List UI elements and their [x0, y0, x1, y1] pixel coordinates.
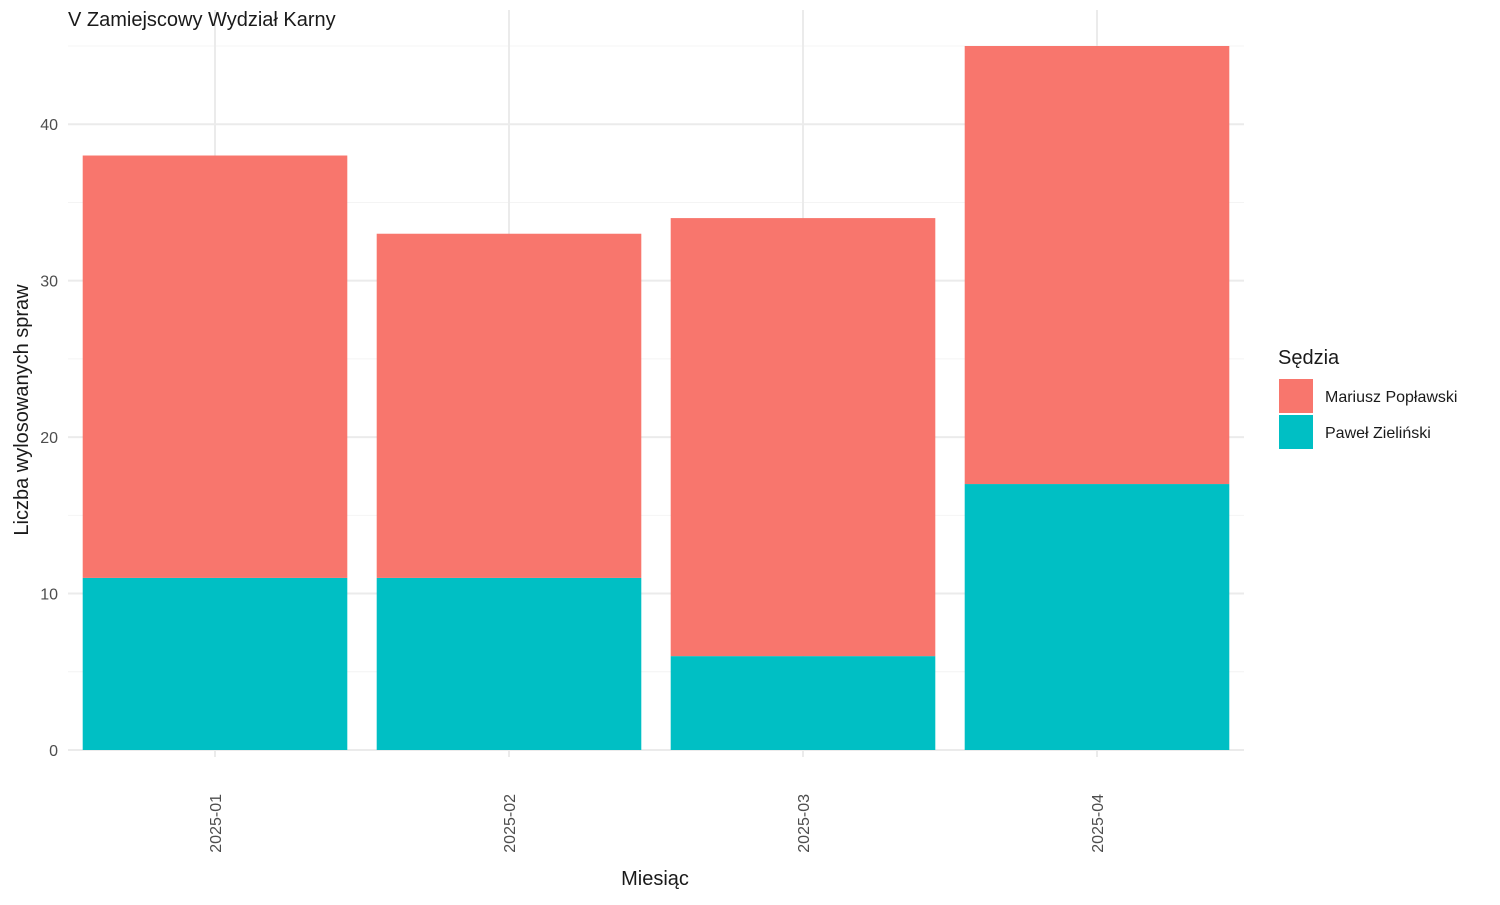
x-axis-label: Miesiąc: [621, 868, 689, 890]
y-axis-label: Liczba wylosowanych spraw: [11, 284, 33, 536]
bars-layer: [82, 46, 1230, 750]
legend-label: Paweł Zieliński: [1325, 425, 1431, 442]
axes-layer: 0 10 20 30 40 2025-01 2025-02 2025-03 2025-04: [40, 117, 1107, 852]
bar-segment: [376, 577, 642, 750]
y-tick-label: 40: [40, 117, 58, 134]
legend: Sędzia Mariusz Popławski Paweł Zieliński: [1278, 347, 1457, 449]
bar-segment: [82, 577, 348, 750]
y-tick-label: 0: [49, 743, 58, 760]
bar-segment: [964, 46, 1230, 485]
y-tick-label: 20: [40, 430, 58, 447]
bar-segment: [670, 218, 936, 657]
y-tick-label: 10: [40, 587, 58, 604]
bar-segment: [964, 484, 1230, 750]
x-tick-label: 2025-01: [208, 794, 225, 853]
legend-swatch: [1279, 415, 1313, 449]
legend-title: Sędzia: [1278, 347, 1340, 369]
legend-swatch: [1279, 379, 1313, 413]
legend-label: Mariusz Popławski: [1325, 389, 1457, 406]
bar-segment: [670, 656, 936, 750]
x-tick-label: 2025-03: [796, 794, 813, 853]
y-tick-label: 30: [40, 274, 58, 291]
bar-segment: [82, 155, 348, 578]
chart-title: V Zamiejscowy Wydział Karny: [68, 9, 336, 31]
x-tick-label: 2025-02: [502, 794, 519, 853]
bar-segment: [376, 233, 642, 578]
legend-items: Mariusz Popławski Paweł Zieliński: [1279, 379, 1457, 449]
x-tick-label: 2025-04: [1090, 794, 1107, 853]
